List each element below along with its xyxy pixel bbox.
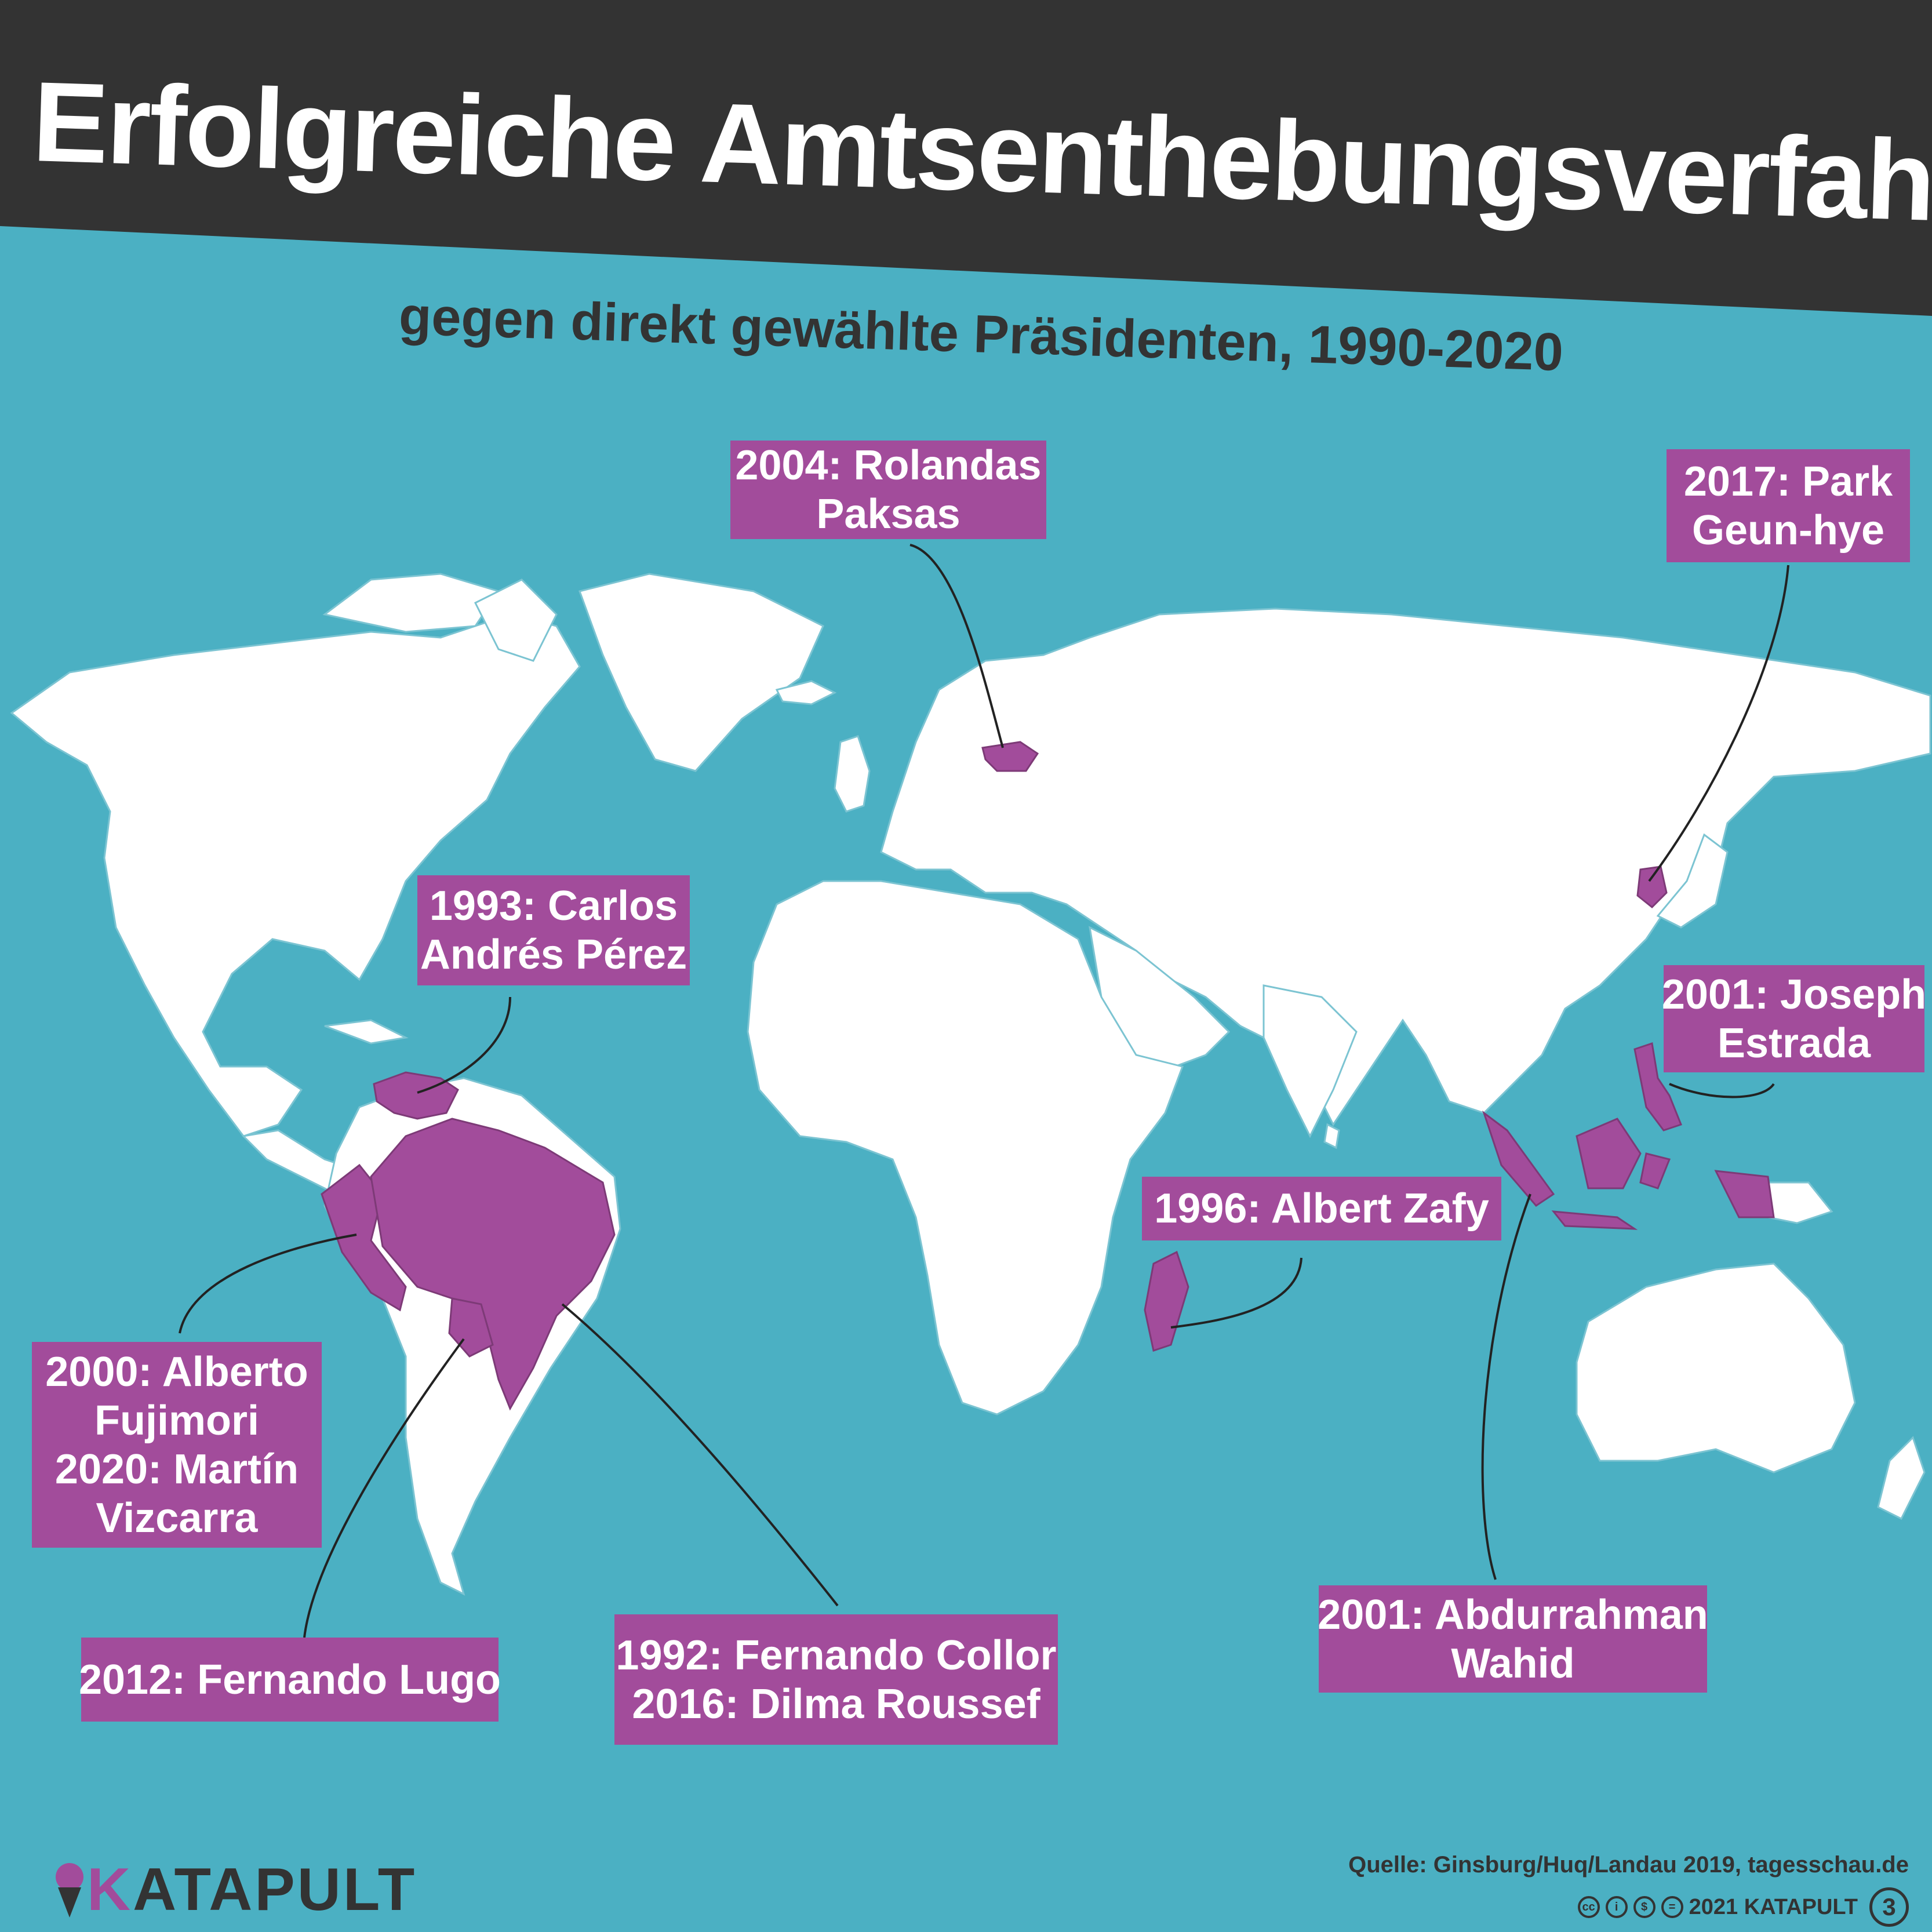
label-line: 2016: Dilma Roussef	[632, 1680, 1040, 1727]
madagascar-shape	[1144, 1250, 1189, 1352]
uk	[834, 735, 871, 813]
label-south-korea: 2017: Park Geun-hye	[1667, 449, 1910, 562]
borneo-shape	[1576, 1118, 1642, 1189]
baffin-island	[474, 578, 558, 662]
label-paraguay: 2012: Fernando Lugo	[78, 1638, 501, 1722]
highlighted-countries	[321, 741, 1775, 1411]
line-madagascar	[1170, 1257, 1302, 1329]
ice-cream-icon	[56, 1863, 83, 1918]
south-korea-shape	[1636, 865, 1668, 909]
west-papua-shape	[1714, 1170, 1775, 1218]
label-line: 2001: Joseph	[1661, 971, 1927, 1018]
label-philippines: 2001: Joseph Estrada	[1661, 965, 1927, 1072]
label-line: 1993: Carlos	[429, 883, 678, 929]
label-peru: 2000: Alberto Fujimori 2020: Martín Vizc…	[32, 1342, 322, 1548]
java-shape	[1551, 1210, 1638, 1230]
logo-rest: ATAPULT	[133, 1855, 417, 1923]
label-brazil: 1992: Fernando Collor 2016: Dilma Rousse…	[614, 1614, 1058, 1745]
venezuela-shape	[373, 1071, 459, 1120]
philippines-shape	[1633, 1042, 1682, 1131]
australia	[1576, 1262, 1856, 1473]
source-text: Quelle: Ginsburg/Huq/Landau 2019, tagess…	[1348, 1852, 1909, 1878]
new-zealand	[1877, 1436, 1926, 1520]
label-line: 2020: Martín	[54, 1446, 299, 1493]
line-paraguay	[303, 1338, 465, 1638]
japan	[1656, 833, 1729, 929]
line-peru	[179, 1234, 357, 1334]
nc-icon: $	[1633, 1896, 1656, 1918]
line-brazil	[561, 1303, 839, 1607]
copyright-row: cc i $ = 2021 KATAPULT 3	[1577, 1887, 1909, 1927]
land	[10, 573, 1931, 1596]
label-line: 2017: Park	[1683, 458, 1893, 505]
sumatra-shape	[1482, 1110, 1555, 1207]
label-line: 2000: Alberto	[45, 1348, 308, 1395]
eurasia	[880, 607, 1931, 1126]
label-line: Geun-hye	[1691, 507, 1885, 554]
sri-lanka	[1323, 1123, 1340, 1149]
iceland	[775, 680, 837, 705]
sulawesi-shape	[1639, 1152, 1671, 1189]
nd-icon: =	[1661, 1896, 1683, 1918]
arctic-islands	[322, 573, 500, 633]
title-band	[0, 0, 1932, 316]
png	[1767, 1181, 1833, 1224]
peru-shape	[321, 1163, 407, 1312]
label-venezuela: 1993: Carlos Andrés Pérez	[417, 875, 690, 985]
label-madagascar: 1996: Albert Zafy	[1142, 1177, 1501, 1240]
cuba	[324, 1019, 409, 1045]
line-venezuela	[417, 996, 511, 1094]
leader-lines	[179, 544, 1789, 1638]
logo-text: KATAPULT	[87, 1855, 417, 1924]
africa	[747, 880, 1184, 1416]
label-line: 2012: Fernando Lugo	[78, 1656, 501, 1703]
copyright-text: 2021 KATAPULT	[1689, 1894, 1858, 1919]
label-line: Estrada	[1717, 1020, 1871, 1067]
label-line: Wahid	[1451, 1640, 1575, 1687]
label-line: Fujimori	[94, 1397, 259, 1444]
label-line: Paksas	[816, 491, 960, 537]
label-line: 1996: Albert Zafy	[1154, 1185, 1489, 1232]
line-south-korea	[1648, 565, 1789, 882]
label-line: 2004: Rolandas	[735, 442, 1042, 489]
label-line: 2001: Abdurrahman	[1318, 1591, 1708, 1638]
line-philippines	[1669, 1083, 1775, 1098]
label-indonesia: 2001: Abdurrahman Wahid	[1318, 1585, 1708, 1693]
line-lithuania	[909, 544, 1004, 748]
label-lithuania: 2004: Rolandas Paksas	[730, 441, 1046, 539]
line-indonesia	[1481, 1194, 1531, 1580]
brazil-shape	[370, 1118, 616, 1411]
logo-k: K	[87, 1855, 133, 1923]
by-icon: i	[1605, 1896, 1628, 1918]
label-line: Vizcarra	[96, 1494, 258, 1541]
cc-icon: cc	[1577, 1896, 1600, 1918]
india	[1262, 984, 1358, 1138]
greenland	[578, 573, 824, 772]
lithuania-shape	[981, 741, 1039, 772]
page-number: 3	[1869, 1887, 1909, 1927]
paraguay-shape	[448, 1297, 494, 1358]
katapult-logo: KATAPULT	[52, 1855, 417, 1924]
label-line: Andrés Pérez	[420, 932, 687, 978]
label-line: 1992: Fernando Collor	[616, 1632, 1057, 1679]
